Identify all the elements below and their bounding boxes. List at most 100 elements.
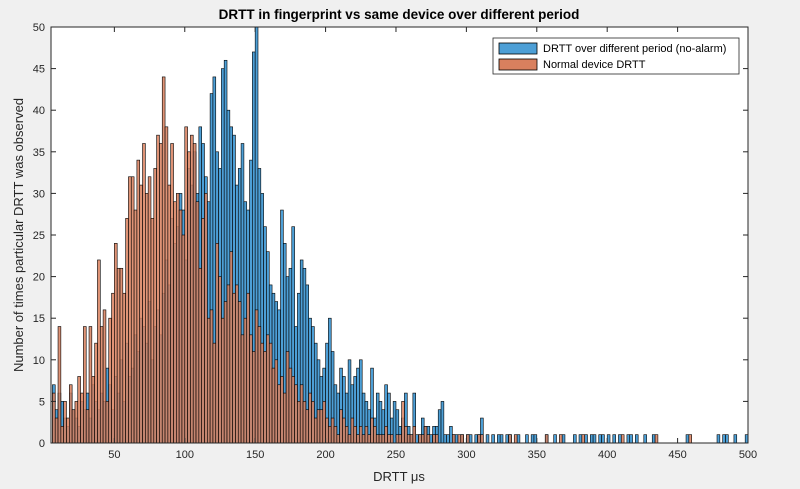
- bar-series1-bin53: [201, 218, 205, 444]
- bar-series1-bin24: [119, 267, 124, 444]
- bar-series0-bin148: [468, 434, 473, 444]
- x-axis-label: DRTT μs: [373, 469, 425, 484]
- x-tick-label-400: 400: [598, 449, 616, 461]
- bar-series1-bin91: [308, 392, 312, 444]
- bar-series1-bin131: [421, 434, 425, 444]
- bar-series1-bin26: [125, 218, 129, 444]
- bar-series1-bin123: [398, 434, 402, 444]
- bar-series1-bin43: [173, 201, 177, 444]
- bar-series1-bin85: [291, 376, 295, 444]
- bar-series0-bin210: [643, 434, 647, 444]
- bar-series1-bin31: [139, 184, 143, 444]
- bar-series1-bin59: [218, 276, 222, 444]
- bar-series1-bin75: [263, 351, 267, 444]
- legend-swatch-blue: [498, 42, 538, 55]
- bar-series1-bin88: [299, 384, 304, 444]
- bar-series0-bin178: [553, 434, 557, 444]
- bar-series0-bin239: [725, 434, 729, 444]
- bar-series0-bin129: [415, 434, 419, 444]
- bar-series1-bin102: [339, 409, 343, 444]
- bar-series1-bin65: [235, 284, 239, 444]
- bar-series1-bin113: [370, 417, 374, 444]
- bar-series1-bin145: [460, 434, 464, 444]
- bar-series0-bin141: [449, 426, 453, 444]
- bar-series1-bin30: [136, 159, 141, 444]
- bar-series1-bin63: [229, 251, 233, 444]
- bar-series1-bin120: [390, 434, 394, 444]
- bar-series1-bin188: [581, 434, 585, 444]
- y-tick-label-35: 35: [33, 147, 45, 159]
- y-tick-label-0: 0: [39, 438, 45, 450]
- bar-series1-bin128: [412, 426, 417, 444]
- bar-series1-bin41: [167, 184, 171, 444]
- bar-series1-bin58: [215, 243, 219, 444]
- x-tick-label-150: 150: [246, 449, 264, 461]
- bar-series0-bin225: [685, 434, 690, 444]
- bar-series1-bin82: [283, 392, 287, 444]
- bar-series0-bin213: [651, 434, 656, 444]
- x-tick-label-50: 50: [108, 449, 120, 461]
- bar-series1-bin99: [330, 417, 335, 444]
- bar-series0-bin140: [446, 434, 450, 444]
- bar-series0-bin159: [499, 434, 504, 444]
- bar-series1-bin19: [105, 401, 110, 444]
- bar-series1-bin22: [114, 243, 118, 444]
- bar-series0-bin189: [584, 434, 588, 444]
- bar-series1-bin52: [198, 267, 202, 444]
- bar-series1-bin17: [99, 326, 104, 444]
- bar-series1-bin151: [477, 434, 481, 444]
- bar-series1-bin144: [457, 434, 462, 444]
- bar-series0-bin192: [592, 434, 597, 444]
- bar-series1-bin152: [480, 434, 484, 444]
- y-axis-label: Number of times particular DRTT was obse…: [11, 98, 26, 372]
- bar-series1-bin37: [156, 134, 160, 444]
- bar-series1-bin114: [373, 426, 377, 444]
- bar-series0-bin194: [598, 434, 602, 444]
- bar-series1-bin2: [57, 326, 62, 444]
- bar-series1-bin64: [232, 292, 236, 444]
- bar-series1-bin18: [102, 309, 107, 444]
- legend-entry-red: Normal device DRTT: [543, 59, 646, 71]
- bar-series1-bin103: [342, 417, 346, 444]
- bar-series1-bin39: [161, 76, 166, 444]
- bar-series1-bin87: [297, 401, 301, 444]
- bar-series1-bin62: [226, 284, 231, 444]
- bar-series1-bin34: [147, 176, 152, 444]
- bar-series1-bin109: [359, 426, 363, 444]
- bar-series1-bin112: [367, 434, 371, 444]
- bar-series1-bin74: [260, 342, 264, 444]
- bar-series0-bin170: [530, 434, 535, 444]
- bar-series0-bin191: [589, 434, 594, 444]
- bar-series1-bin46: [181, 234, 186, 444]
- bar-series0-bin98: [328, 317, 332, 444]
- bar-series1-bin175: [544, 434, 549, 444]
- bar-series0-bin165: [516, 434, 521, 444]
- bar-series0-bin108: [356, 367, 360, 444]
- bar-series1-bin1: [54, 417, 59, 444]
- x-axis-ticks: 50 100 150 200 250 300 350 400 450 500: [108, 27, 757, 461]
- bar-series1-bin226: [688, 434, 692, 444]
- bar-series0-bin204: [626, 434, 631, 444]
- bar-series1-bin10: [80, 392, 84, 444]
- bar-series1-bin132: [423, 426, 428, 444]
- bar-series1-bin81: [280, 376, 284, 444]
- bar-series1-bin164: [513, 434, 518, 444]
- x-tick-label-350: 350: [528, 449, 546, 461]
- bar-series1-bin28: [130, 176, 135, 444]
- bar-series1-bin33: [145, 193, 149, 444]
- bar-series1-bin36: [153, 168, 157, 444]
- bar-series1-bin48: [187, 151, 191, 444]
- bar-series1-bin44: [176, 193, 180, 444]
- bar-series1-bin110: [361, 434, 366, 444]
- bar-series0-bin121: [392, 401, 397, 444]
- bar-series1-bin79: [274, 359, 279, 444]
- y-tick-label-30: 30: [33, 188, 45, 200]
- bar-series1-bin107: [353, 426, 357, 444]
- bar-series1-bin61: [223, 301, 228, 444]
- bar-series1-bin47: [184, 126, 188, 444]
- y-tick-label-40: 40: [33, 105, 45, 117]
- bar-series1-bin126: [406, 434, 411, 444]
- bar-series0-bin242: [733, 434, 738, 444]
